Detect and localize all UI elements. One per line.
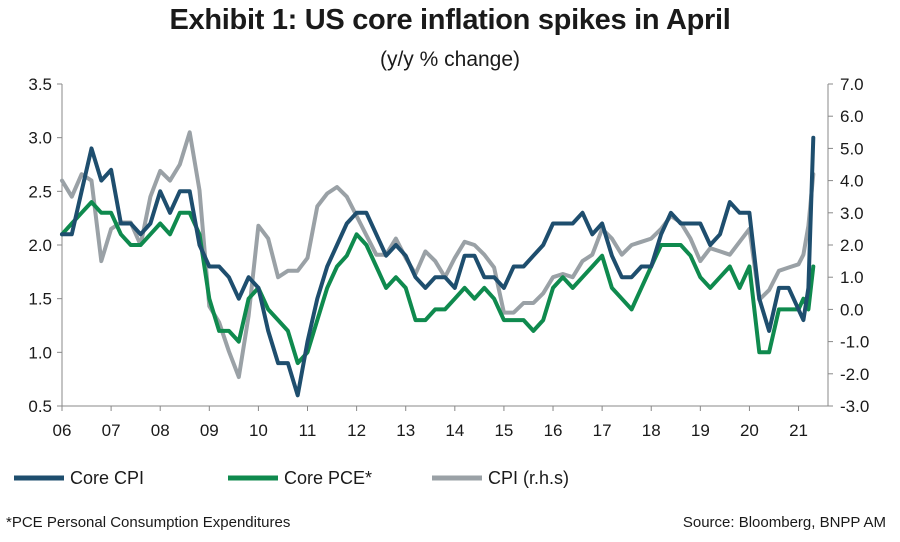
x-tick-label: 08 [151, 421, 170, 440]
y-right-tick-label: 7.0 [840, 75, 864, 94]
x-tick-label: 18 [642, 421, 661, 440]
chart-title: Exhibit 1: US core inflation spikes in A… [169, 4, 731, 36]
x-tick-label: 07 [102, 421, 121, 440]
y-left-tick-label: 3.0 [28, 129, 52, 148]
chart-subtitle: (y/y % change) [379, 48, 521, 71]
y-right-tick-label: 3.0 [840, 204, 864, 223]
source-note: Source: Bloomberg, BNPP AM [682, 514, 886, 531]
y-right-tick-label: 5.0 [840, 139, 864, 158]
x-tick-label: 11 [299, 421, 317, 440]
y-right-tick-label: 4.0 [840, 172, 864, 191]
legend-label: Core CPI [70, 468, 144, 488]
legend-label: CPI (r.h.s) [488, 468, 569, 488]
y-right-tick-label: 0.0 [840, 300, 864, 319]
y-left-tick-label: 1.5 [28, 290, 52, 309]
y-left-tick-label: 3.5 [28, 75, 52, 94]
y-right-tick-label: -3.0 [840, 397, 869, 416]
y-right-tick-label: 2.0 [840, 236, 864, 255]
series-line-core-pce [60, 200, 816, 366]
y-right-tick-label: -2.0 [840, 365, 869, 384]
x-tick-label: 19 [691, 421, 710, 440]
legend-label: Core PCE* [284, 468, 372, 488]
y-left-tick-label: 2.0 [28, 236, 52, 255]
x-tick-label: 21 [789, 421, 808, 440]
x-tick-label: 16 [544, 421, 563, 440]
x-tick-label: 10 [249, 421, 268, 440]
y-right-tick-label: 1.0 [840, 268, 864, 287]
x-tick-label: 06 [53, 421, 72, 440]
x-tick-label: 12 [347, 421, 366, 440]
x-tick-label: 15 [494, 421, 513, 440]
series-line-core-cpi [60, 135, 816, 398]
x-tick-label: 20 [740, 421, 759, 440]
x-tick-label: 13 [396, 421, 415, 440]
y-left-tick-label: 1.0 [28, 343, 52, 362]
y-left-tick-label: 0.5 [28, 397, 52, 416]
x-tick-label: 09 [200, 421, 219, 440]
y-right-tick-label: 6.0 [840, 107, 864, 126]
series-line-cpi-r-h-s [60, 130, 816, 379]
x-tick-label: 17 [593, 421, 612, 440]
y-left-tick-label: 2.5 [28, 182, 52, 201]
footnote: *PCE Personal Consumption Expenditures [6, 514, 291, 531]
y-right-tick-label: -1.0 [840, 333, 869, 352]
x-tick-label: 14 [445, 421, 464, 440]
